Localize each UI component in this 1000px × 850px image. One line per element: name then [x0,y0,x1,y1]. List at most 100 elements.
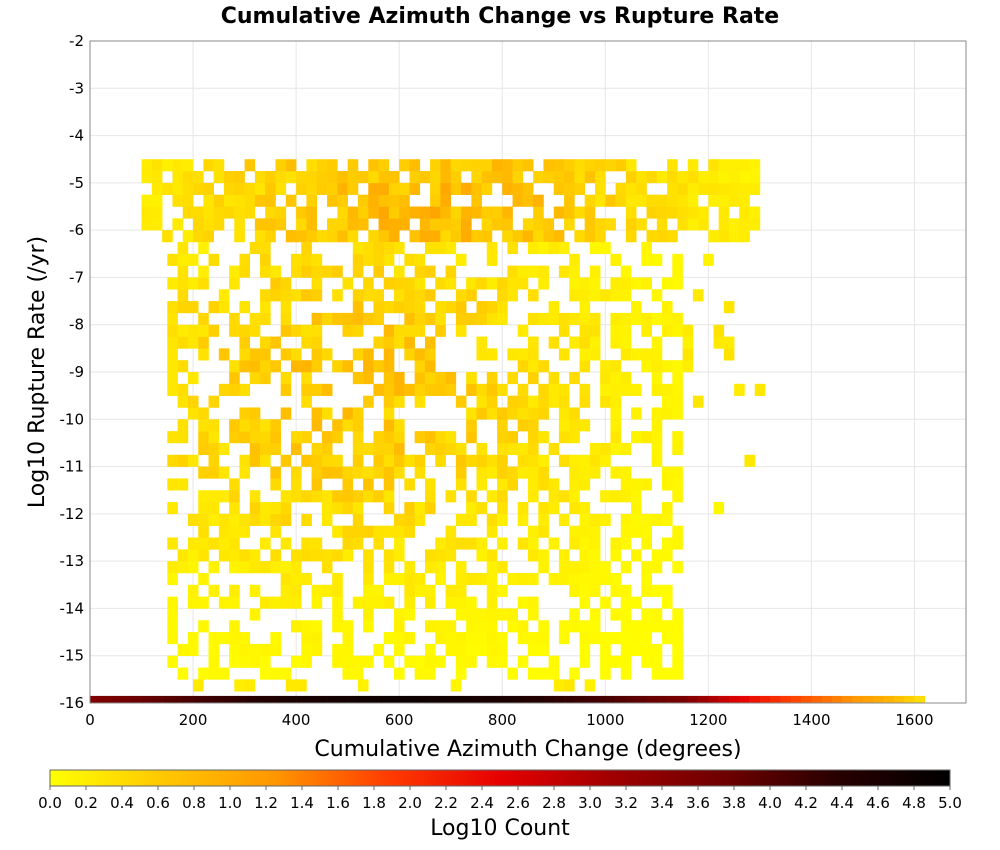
heatmap-cell [610,655,622,668]
heatmap-cell [579,596,591,609]
heatmap-cell [739,159,750,172]
heatmap-cell [476,395,488,408]
heatmap-cell [507,265,518,278]
heatmap-cell [363,596,374,609]
heatmap-cell [651,608,663,621]
heatmap-cell [651,655,663,668]
heatmap-cell [301,336,312,349]
heatmap-cell [528,596,539,609]
heatmap-cell [687,218,699,231]
colorbar-tick-label: 1.4 [290,794,314,812]
heatmap-cell [260,442,271,456]
heatmap-cell [424,241,436,255]
heatmap-cell [497,383,508,396]
heatmap-cell [625,194,637,207]
heatmap-cell [177,561,189,574]
heatmap-cell [270,431,281,444]
heatmap-cell [543,171,555,184]
heatmap-cell [589,289,601,302]
heatmap-cell [548,655,560,668]
heatmap-cell [672,620,683,633]
heatmap-cell [249,348,261,361]
heatmap-cell [394,667,405,680]
heatmap-cell [213,218,225,231]
heatmap-cell [466,431,477,444]
heatmap-cell [249,454,261,467]
heatmap-cell [455,632,467,645]
heatmap-cell [522,230,534,243]
heatmap-cell [507,348,518,361]
heatmap-cell [254,230,266,243]
heatmap-cell [394,265,405,278]
heatmap-cell [404,289,415,302]
heatmap-cell [651,643,663,657]
heatmap-cell [610,407,622,420]
heatmap-cell [528,632,539,645]
heatmap-cell [466,312,477,326]
heatmap-cell [404,324,415,337]
heatmap-cell [517,454,529,467]
heatmap-cell [409,159,421,172]
heatmap-cell [548,241,560,255]
heatmap-cell [651,253,663,266]
heatmap-cell [569,466,580,479]
heatmap-cell [713,502,725,515]
heatmap-cell [342,537,354,550]
heatmap-cell [569,490,580,503]
heatmap-cell [548,490,560,503]
heatmap-cell [182,194,194,207]
heatmap-bottom-cell [399,695,410,703]
heatmap-cell [486,525,498,538]
heatmap-cell [435,454,446,467]
heatmap-cell [455,584,467,597]
heatmap-cell [579,620,591,633]
heatmap-cell [229,525,240,538]
heatmap-cell [414,431,426,444]
x-tick-label: 200 [179,711,208,729]
heatmap-bottom-cell [378,695,390,703]
heatmap-cell [589,324,601,337]
heatmap-cell [280,289,292,302]
heatmap-cell [692,289,704,302]
heatmap-cell [564,159,575,172]
heatmap-cell [558,454,570,467]
heatmap-bottom-cell [883,695,895,703]
heatmap-cell [394,301,405,314]
heatmap-cell [187,596,199,609]
heatmap-cell [538,383,549,396]
heatmap-cell [610,253,622,266]
heatmap-cell [383,277,395,290]
heatmap-cell [249,442,261,456]
heatmap-cell [538,632,549,645]
heatmap-cell [522,159,534,172]
heatmap-cell [579,277,591,290]
heatmap-cell [569,525,580,538]
heatmap-cell [368,159,379,172]
heatmap-cell [497,419,508,432]
heatmap-cell [579,301,591,314]
heatmap-cell [522,182,534,195]
heatmap-cell [631,348,642,361]
heatmap-cell [404,632,415,645]
heatmap-cell [290,253,302,266]
heatmap-cell [564,218,575,231]
heatmap-cell [177,643,189,657]
heatmap-cell [435,301,446,314]
heatmap-cell [486,348,498,361]
heatmap-cell [378,194,390,207]
heatmap-cell [486,466,498,479]
heatmap-cell [229,655,240,668]
heatmap-cell [383,478,395,491]
heatmap-cell [600,596,611,609]
heatmap-cell [373,643,385,657]
heatmap-cell [569,253,580,266]
heatmap-cell [373,360,385,373]
heatmap-cell [352,667,364,680]
heatmap-cell [620,667,632,680]
heatmap-cell [172,171,184,184]
heatmap-cell [507,372,518,385]
heatmap-cell [569,312,580,326]
heatmap-cell [270,596,281,609]
heatmap-cell [260,502,271,515]
heatmap-cell [435,549,446,562]
